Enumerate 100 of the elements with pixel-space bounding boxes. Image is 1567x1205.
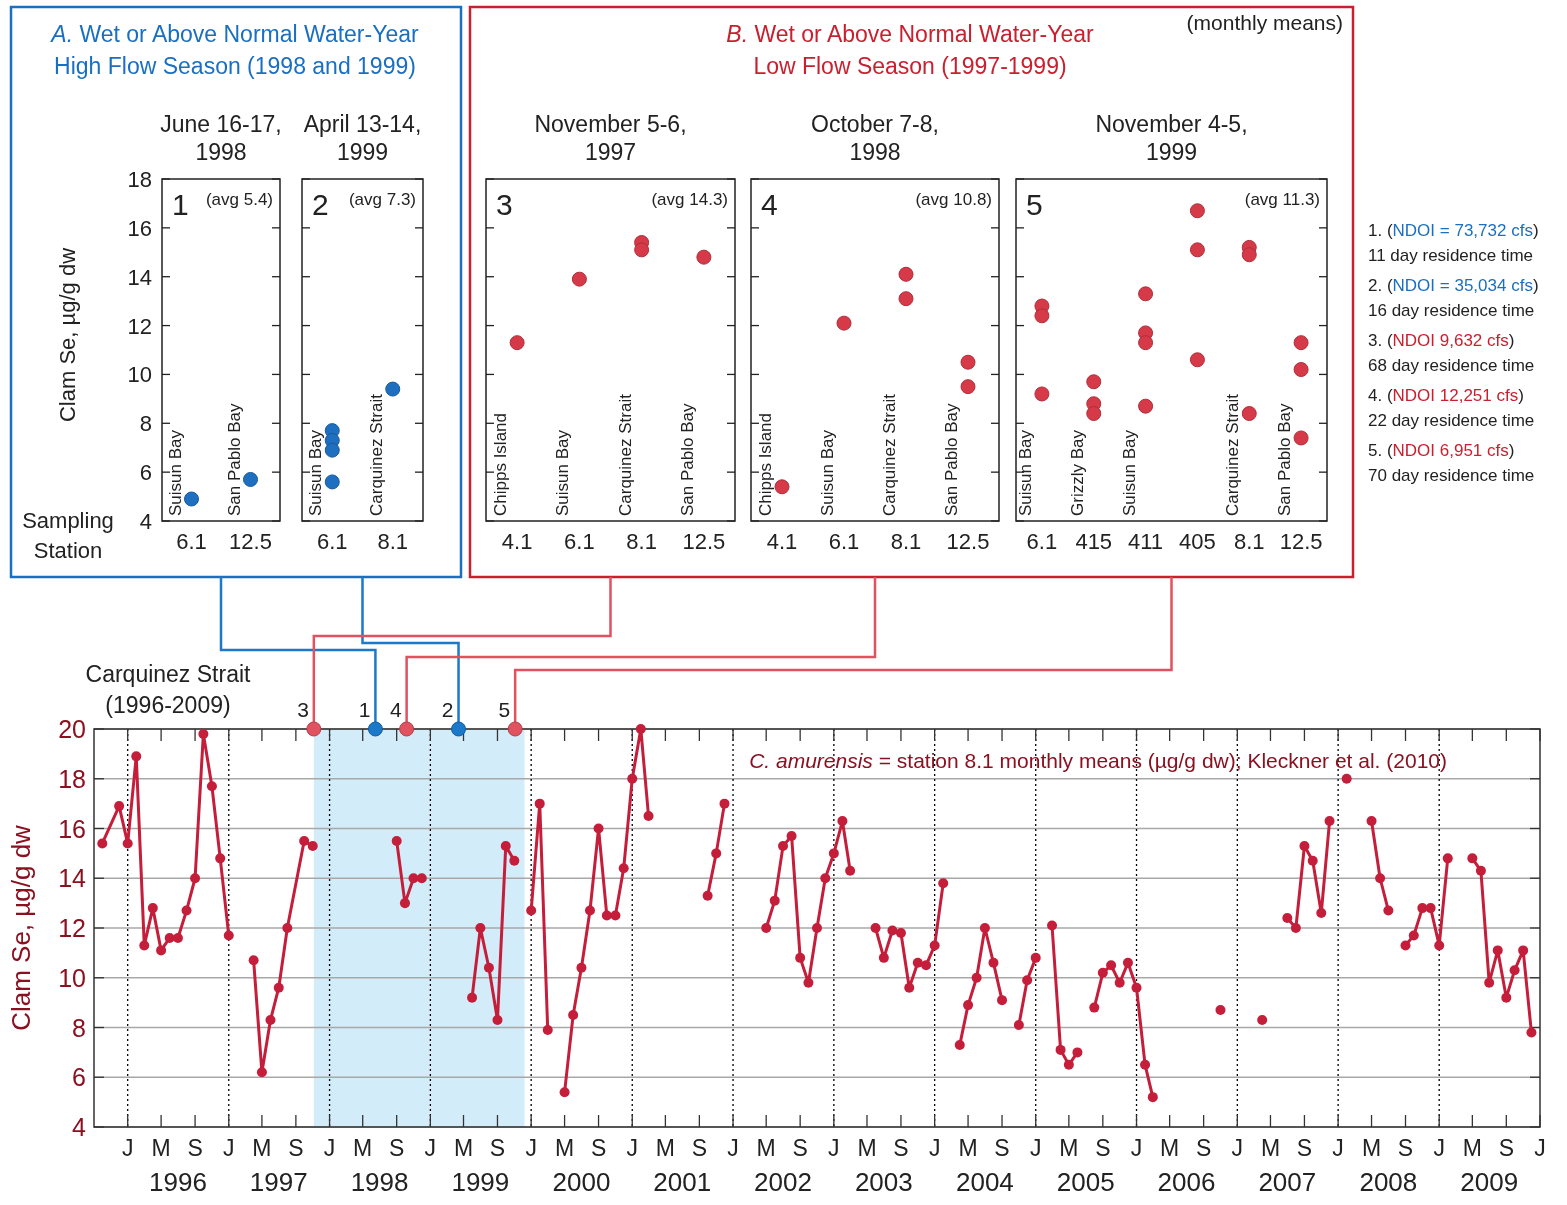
annotation: Suisun Bay bbox=[553, 429, 573, 516]
text: J bbox=[828, 1135, 840, 1161]
point bbox=[1034, 308, 1050, 324]
text: S bbox=[489, 1135, 506, 1161]
annotation: (avg 5.4) bbox=[205, 190, 273, 209]
annotation: 5 bbox=[498, 698, 511, 721]
text: 11 day residence time bbox=[1368, 246, 1534, 265]
x-axis-title: Sampling Station bbox=[22, 508, 114, 563]
annotation: Carquinez Strait bbox=[615, 393, 635, 516]
x-tick-label: 4.1 bbox=[766, 529, 798, 554]
x-tick-label: 2000 bbox=[552, 1167, 611, 1197]
chart-title: November 4-5, 1999 bbox=[1095, 111, 1248, 165]
y-tick-label: 8 bbox=[72, 1013, 86, 1042]
text: S bbox=[1498, 1135, 1514, 1161]
annotation: 4 bbox=[389, 698, 402, 721]
point bbox=[898, 266, 914, 282]
x-tick-label: 1999 bbox=[451, 1167, 510, 1197]
point bbox=[571, 271, 587, 287]
text: M bbox=[1160, 1135, 1180, 1161]
x-tick-label: 2006 bbox=[1157, 1167, 1216, 1197]
point bbox=[696, 249, 712, 265]
text: J bbox=[525, 1135, 537, 1161]
text: M bbox=[1462, 1135, 1482, 1161]
y-axis-title: Clam Se, µg/g dw bbox=[55, 247, 80, 423]
text: M bbox=[1361, 1135, 1382, 1161]
point bbox=[1293, 430, 1309, 446]
point bbox=[836, 315, 852, 331]
text: J bbox=[1534, 1135, 1546, 1161]
x-tick-label: 12.5 bbox=[1279, 529, 1323, 554]
text: S bbox=[1397, 1135, 1414, 1161]
chart-title: June 16-17, 1998 bbox=[160, 111, 282, 165]
point bbox=[1138, 286, 1154, 302]
x-tick-label: 6.1 bbox=[316, 529, 348, 554]
annotation: 3 bbox=[297, 698, 309, 721]
annotation: San Pablo Bay bbox=[224, 403, 244, 516]
point bbox=[774, 479, 790, 495]
point bbox=[1138, 398, 1154, 414]
text: 68 day residence time bbox=[1368, 356, 1535, 375]
y-tick-label: 4 bbox=[139, 509, 152, 534]
y-tick-label: 16 bbox=[127, 215, 152, 241]
text: S bbox=[187, 1135, 203, 1161]
y-tick-label: 6 bbox=[139, 460, 152, 486]
point bbox=[1189, 242, 1205, 258]
point bbox=[385, 381, 401, 397]
text: M bbox=[151, 1135, 171, 1161]
text: M bbox=[252, 1135, 272, 1161]
annotation: 4 bbox=[761, 188, 778, 221]
text: J bbox=[626, 1135, 638, 1161]
x-tick-label: 1998 bbox=[350, 1167, 409, 1197]
annotation: Carquinez Strait bbox=[366, 393, 386, 516]
point bbox=[324, 442, 340, 458]
annotation: Chipps Island bbox=[756, 412, 775, 516]
point bbox=[1241, 406, 1257, 422]
point bbox=[1086, 406, 1102, 422]
text: B. Wet or Above Normal Water-Year bbox=[726, 21, 1094, 47]
text: 2. (NDOI = 35,034 cfs) bbox=[1368, 276, 1539, 295]
annotation: San Pablo Bay bbox=[677, 403, 697, 516]
x-tick-label: 1997 bbox=[249, 1167, 308, 1197]
y-tick-label: 10 bbox=[127, 362, 152, 388]
point bbox=[1189, 203, 1205, 219]
text: M bbox=[958, 1135, 978, 1161]
y-axis-title: Clam Se, µg/g dw bbox=[6, 824, 36, 1031]
x-tick-label: 2005 bbox=[1056, 1167, 1115, 1197]
chart-title: Carquinez Strait (1996-2009) bbox=[85, 661, 252, 718]
x-tick-label: 405 bbox=[1179, 529, 1216, 554]
text: S bbox=[792, 1135, 808, 1161]
annotation: Suisun Bay bbox=[818, 429, 837, 516]
chart-title: November 5-6, 1997 bbox=[534, 111, 687, 165]
text: M bbox=[655, 1135, 675, 1161]
text: S bbox=[893, 1135, 909, 1161]
x-tick-label: 2003 bbox=[854, 1167, 913, 1197]
annotation: Suisun Bay bbox=[165, 429, 185, 516]
text: J bbox=[121, 1135, 134, 1161]
x-tick-label: 12.5 bbox=[946, 529, 990, 554]
y-tick-label: 10 bbox=[58, 963, 86, 992]
y-tick-label: 14 bbox=[58, 864, 87, 893]
x-tick-label: 6.1 bbox=[564, 529, 595, 554]
x-tick-label: 1996 bbox=[149, 1167, 207, 1197]
text: S bbox=[691, 1135, 708, 1161]
point bbox=[324, 474, 340, 490]
text: J bbox=[223, 1135, 235, 1161]
annotation: (avg 11.3) bbox=[1244, 190, 1320, 209]
text: J bbox=[727, 1135, 739, 1161]
text: 22 day residence time bbox=[1368, 411, 1535, 430]
text: 16 day residence time bbox=[1368, 301, 1535, 320]
x-tick-label: 8.1 bbox=[377, 529, 409, 554]
point bbox=[1293, 335, 1309, 351]
text: S bbox=[288, 1135, 304, 1161]
annotation: Grizzly Bay bbox=[1067, 429, 1087, 516]
text: M bbox=[1260, 1135, 1281, 1161]
annotation: 2 bbox=[441, 698, 454, 721]
annotation: Chipps Island bbox=[491, 412, 511, 516]
x-tick-label: 411 bbox=[1128, 529, 1164, 554]
y-tick-label: 18 bbox=[127, 167, 152, 192]
annotation: Suisun Bay bbox=[1119, 429, 1139, 516]
text: M bbox=[1059, 1135, 1079, 1161]
x-tick-label: 2007 bbox=[1258, 1167, 1317, 1197]
x-tick-label: 4.1 bbox=[501, 529, 533, 554]
y-tick-label: 8 bbox=[139, 411, 152, 437]
x-tick-label: 2001 bbox=[653, 1167, 712, 1197]
